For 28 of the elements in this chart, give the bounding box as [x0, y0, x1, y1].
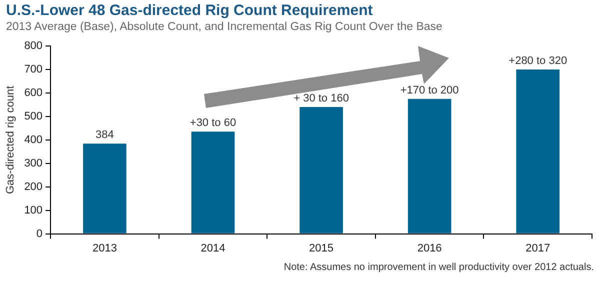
bar	[191, 132, 235, 234]
bar	[83, 144, 126, 234]
y-tick-label: 500	[24, 110, 43, 122]
annotation: 384	[96, 129, 114, 142]
y-axis-title: Gas-directed rig count	[4, 86, 17, 194]
x-tick-label: 2014	[200, 242, 226, 254]
y-tick-label: 200	[24, 180, 43, 193]
chart-subtitle: 2013 Average (Base), Absolute Count, and Incremental Gas Rig Count Over the Base	[6, 21, 442, 33]
x-tick-label: 2013	[92, 242, 117, 254]
text: Note: Assumes no improvement in well productivity over 2012 actuals.	[284, 262, 594, 273]
y-tick-label: 0	[36, 228, 43, 240]
x-tick-label: 2017	[526, 242, 550, 254]
y-tick-label: 300	[24, 157, 43, 170]
annotation: +280 to 320	[508, 55, 568, 68]
bar	[300, 107, 343, 234]
x-tick-label: 2016	[417, 242, 442, 254]
y-tick-label: 400	[24, 134, 43, 146]
y-tick-label: 100	[24, 204, 43, 216]
y-tick-label: 700	[24, 64, 43, 76]
y-tick-label: 600	[24, 86, 43, 99]
x-tick-label: 2015	[309, 242, 334, 254]
bar	[516, 69, 560, 234]
chart-title: U.S.-Lower 48 Gas-directed Rig Count Requirement	[6, 2, 373, 19]
bar	[408, 98, 452, 234]
y-tick-label: 800	[24, 40, 43, 52]
annotation: +170 to 200	[400, 84, 459, 96]
annotation: +30 to 60	[190, 117, 236, 130]
annotation: + 30 to 160	[294, 92, 349, 105]
